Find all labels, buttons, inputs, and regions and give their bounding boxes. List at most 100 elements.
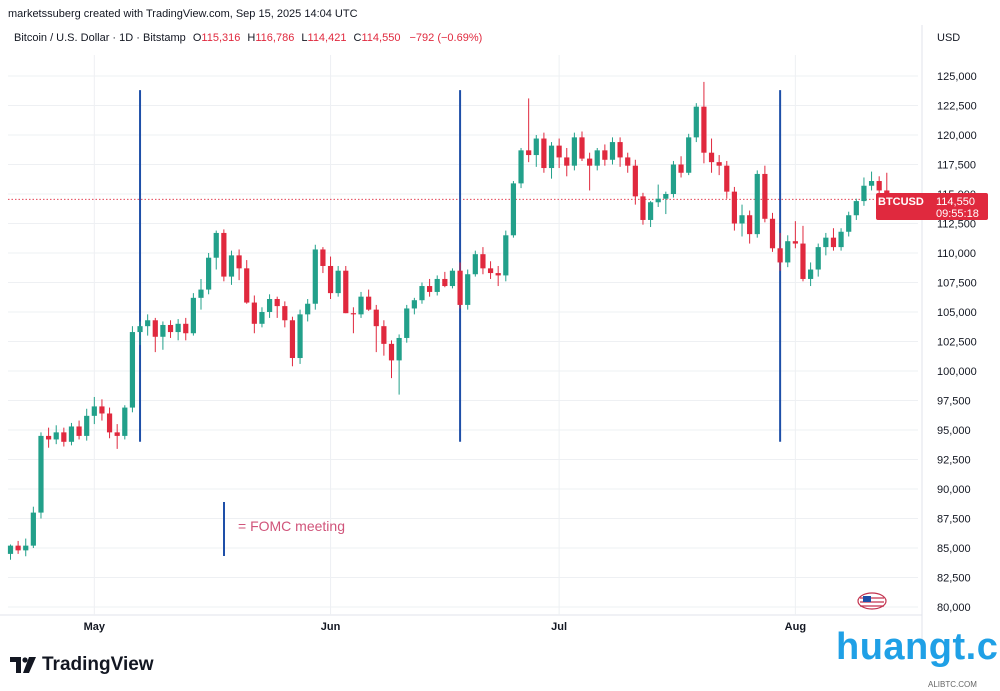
candle-body xyxy=(670,164,677,194)
brand-name: TradingView xyxy=(42,654,154,675)
tradingview-brand[interactable]: TradingView xyxy=(10,654,154,676)
candle-body xyxy=(556,145,562,158)
candle-body xyxy=(853,201,859,216)
candle-body xyxy=(259,312,265,324)
y-tick-label: 85,000 xyxy=(937,543,971,555)
candle-body xyxy=(68,426,75,442)
price-tag-box[interactable] xyxy=(876,193,988,220)
symbol-title[interactable]: Bitcoin / U.S. Dollar · 1D · Bitstamp xyxy=(14,32,186,44)
candle-body xyxy=(800,243,806,279)
y-tick-label: 80,000 xyxy=(937,602,971,614)
high-value: 116,786 xyxy=(255,32,295,44)
candle-body xyxy=(701,106,707,153)
candle-body xyxy=(76,426,82,436)
candle-body xyxy=(838,231,844,248)
currency-label[interactable]: USD xyxy=(937,32,961,44)
y-tick-label: 87,500 xyxy=(937,514,971,526)
candle-body xyxy=(503,235,509,276)
candle-body xyxy=(297,314,303,359)
y-tick-label: 92,500 xyxy=(937,455,971,467)
candle-body xyxy=(183,323,189,334)
candle-body xyxy=(846,215,852,232)
candle-body xyxy=(632,165,638,197)
candle-body xyxy=(175,323,181,333)
candle-body xyxy=(480,254,486,269)
change-value: −792 (−0.69%) xyxy=(409,32,483,44)
candle-body xyxy=(472,254,478,275)
us-flag-icon[interactable] xyxy=(857,592,887,610)
x-tick-label: May xyxy=(84,621,106,633)
price-tag-ticker: BTCUSD xyxy=(878,196,924,208)
candle-body xyxy=(716,162,722,166)
chart-attribution: marketssuberg created with TradingView.c… xyxy=(8,8,358,20)
candle-body xyxy=(122,407,128,436)
candle-body xyxy=(23,545,29,551)
candle-body xyxy=(305,303,311,315)
candle-body xyxy=(396,337,402,361)
candle-body xyxy=(457,270,463,305)
candle-body xyxy=(594,150,600,166)
candle-body xyxy=(251,302,257,324)
candle-body xyxy=(541,138,547,169)
candle-body xyxy=(15,545,21,551)
candle-body xyxy=(404,308,410,338)
candle-body xyxy=(373,309,379,327)
candle-body xyxy=(30,512,36,546)
candle-body xyxy=(571,137,577,166)
candle-body xyxy=(609,142,616,160)
price-tag-countdown: 09:55:18 xyxy=(936,208,979,220)
candle-body xyxy=(617,142,623,158)
candle-body xyxy=(137,326,143,333)
y-tick-label: 120,000 xyxy=(937,130,977,142)
candle-body xyxy=(754,173,760,235)
candle-body xyxy=(510,183,517,236)
candle-body xyxy=(868,181,875,186)
candle-body xyxy=(792,241,798,244)
candle-body xyxy=(91,406,97,416)
candle-body xyxy=(434,278,440,292)
open-value: 115,316 xyxy=(201,32,241,44)
candle-body xyxy=(381,326,387,344)
candle-body xyxy=(99,406,105,414)
candle-body xyxy=(465,274,471,305)
y-tick-label: 95,000 xyxy=(937,425,971,437)
candle-body xyxy=(312,249,318,304)
candle-body xyxy=(114,432,120,436)
y-tick-label: 125,000 xyxy=(937,71,977,83)
symbol-info-bar: Bitcoin / U.S. Dollar · 1D · Bitstamp O1… xyxy=(14,32,482,44)
candle-body xyxy=(129,332,136,408)
candle-body xyxy=(38,435,44,513)
y-tick-label: 102,500 xyxy=(937,337,977,349)
candle-body xyxy=(106,413,113,433)
candle-body xyxy=(777,248,783,263)
candle-body xyxy=(274,299,280,307)
candle-body xyxy=(815,247,821,270)
candle-body xyxy=(289,320,296,359)
fomc-legend-label: = FOMC meeting xyxy=(238,518,345,534)
candle-body xyxy=(228,255,235,277)
candle-body xyxy=(762,173,768,219)
candle-body xyxy=(266,299,273,312)
watermark-subtext: ALIBTC.COM xyxy=(928,680,977,689)
candle-body xyxy=(366,296,372,310)
candle-body xyxy=(7,545,14,554)
y-tick-label: 82,500 xyxy=(937,573,971,585)
candle-body xyxy=(427,286,433,292)
candle-body xyxy=(442,278,448,287)
candle-body xyxy=(358,296,364,315)
candle-body xyxy=(602,150,608,160)
candle-body xyxy=(327,265,334,294)
candle-body xyxy=(548,145,555,169)
candle-body xyxy=(861,185,867,202)
candle-body xyxy=(198,289,204,298)
close-value: 114,550 xyxy=(361,32,401,44)
y-tick-label: 122,500 xyxy=(937,101,977,113)
candle-body xyxy=(647,202,654,220)
candle-body xyxy=(449,270,456,287)
candle-body xyxy=(495,273,501,276)
candle-body xyxy=(53,432,59,440)
candle-body xyxy=(769,218,776,249)
high-label: H xyxy=(247,32,256,44)
y-tick-label: 105,000 xyxy=(937,307,977,319)
